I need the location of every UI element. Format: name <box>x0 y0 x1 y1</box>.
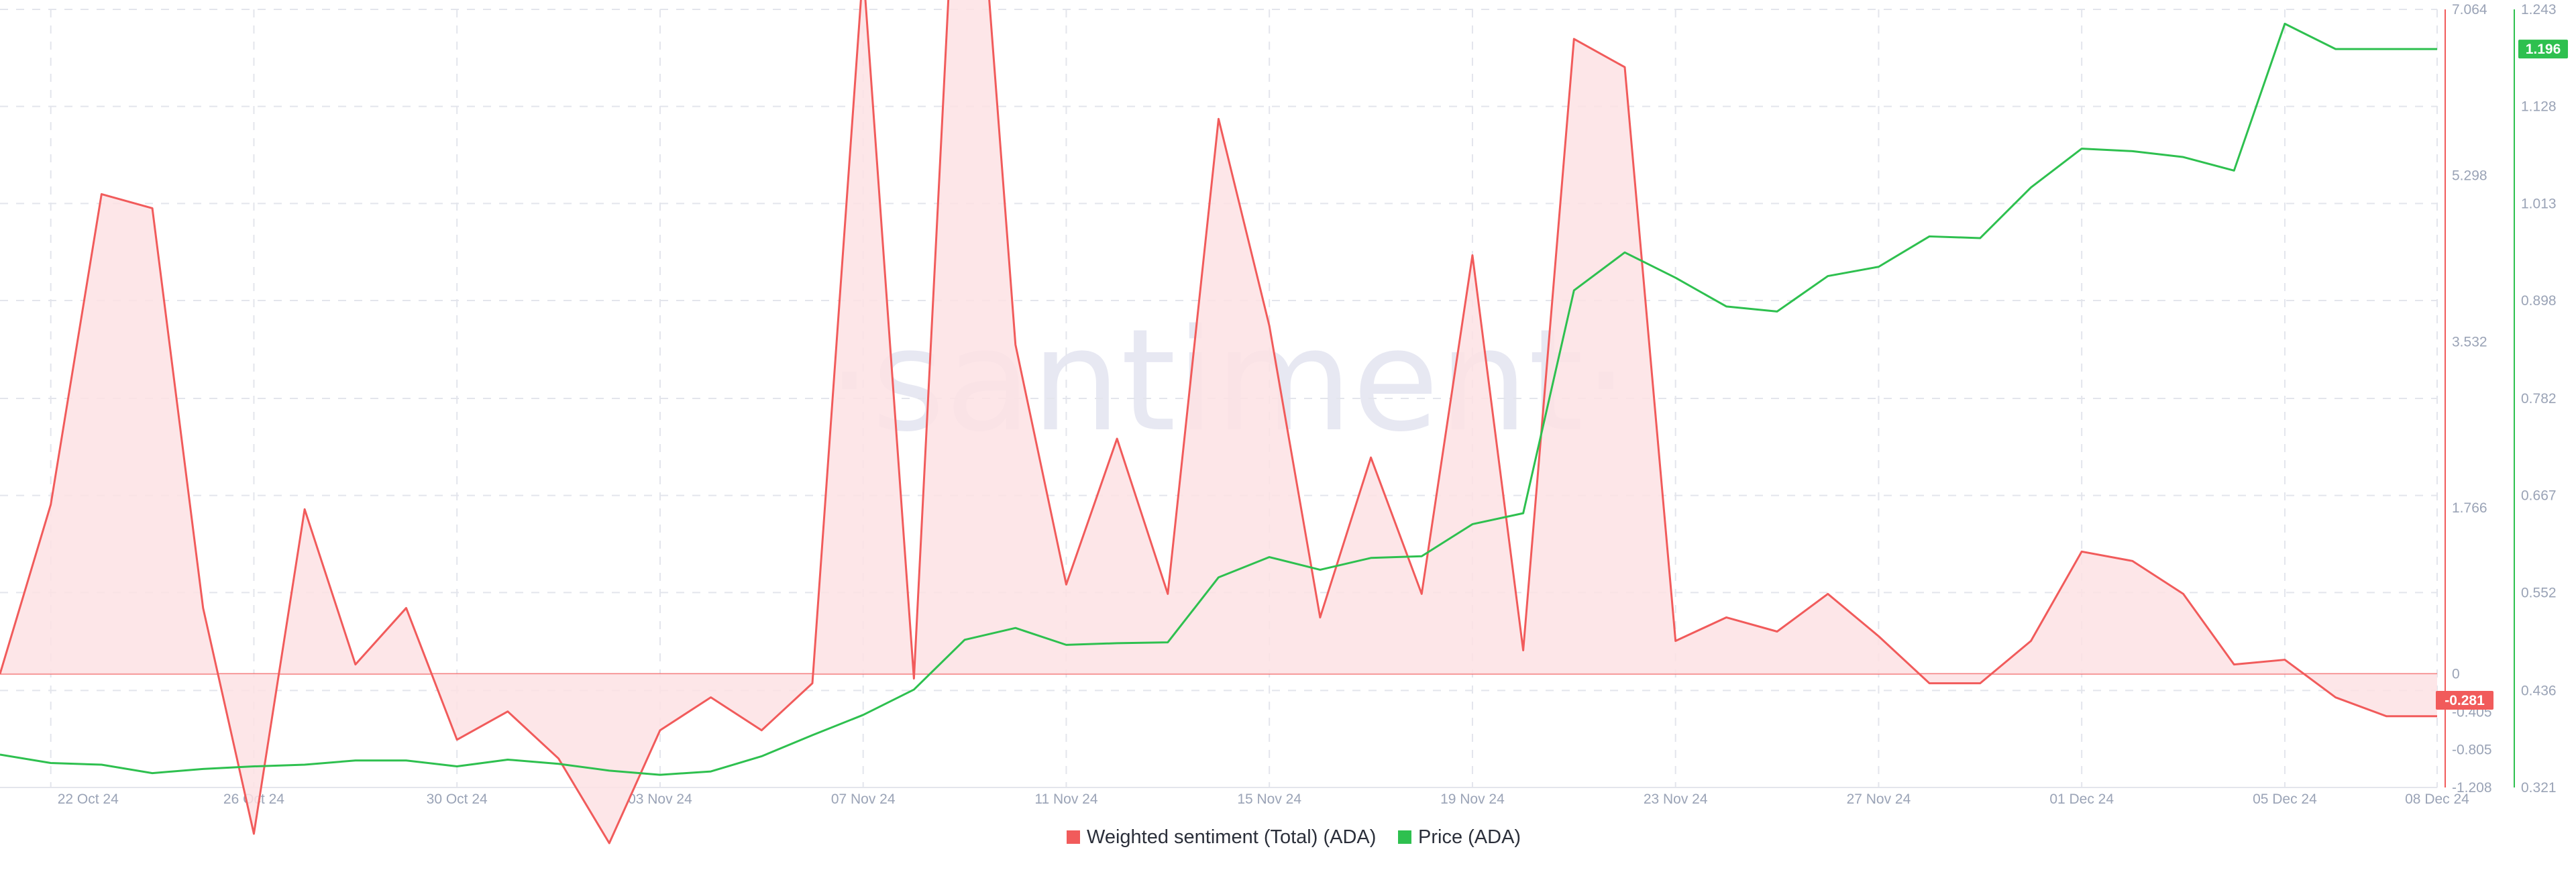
y-right-tick-label: 0.782 <box>2521 391 2557 406</box>
y-right-tick-label: 0.552 <box>2521 585 2557 600</box>
sentiment-last-value-badge-text: -0.281 <box>2445 693 2485 708</box>
x-tick-label: 22 Oct 24 <box>58 792 119 807</box>
y-left-tick-label: 0 <box>2452 667 2460 682</box>
x-tick-label: 30 Oct 24 <box>427 792 488 807</box>
y-right-tick-label: 0.667 <box>2521 488 2557 504</box>
price-line[interactable] <box>0 22 2437 776</box>
y-left-tick-label: 5.298 <box>2452 168 2487 184</box>
sentiment-last-value-badge-bg <box>2436 691 2493 710</box>
legend-item-price[interactable]: Price (ADA) <box>1398 826 1521 848</box>
y-right-tick-label: 1.128 <box>2521 99 2557 115</box>
x-tick-label: 23 Nov 24 <box>1644 792 1708 807</box>
x-tick-label: 15 Nov 24 <box>1237 792 1301 807</box>
y-right-tick-label: 1.013 <box>2521 196 2557 211</box>
x-tick-label: 08 Dec 24 <box>2405 792 2469 807</box>
legend-label-price: Price (ADA) <box>1418 826 1521 848</box>
sentiment-area <box>0 0 2437 844</box>
x-tick-label: 03 Nov 24 <box>628 792 692 807</box>
y-left-tick-label: 1.766 <box>2452 500 2487 516</box>
x-tick-label: 27 Nov 24 <box>1847 792 1911 807</box>
plot-area <box>0 0 2437 844</box>
y-right-tick-label: 0.436 <box>2521 683 2557 698</box>
y-right-tick-label: 0.898 <box>2521 293 2557 309</box>
x-tick-label: 01 Dec 24 <box>2049 792 2114 807</box>
legend-label-sentiment: Weighted sentiment (Total) (ADA) <box>1087 826 1376 848</box>
price-last-value-badge-text: 1.196 <box>2526 42 2561 57</box>
y-right-tick-label: 1.243 <box>2521 2 2557 17</box>
sentiment-line[interactable] <box>0 0 2437 844</box>
legend: Weighted sentiment (Total) (ADA) Price (… <box>1067 826 1521 848</box>
y-left-tick-label: -1.208 <box>2452 780 2492 796</box>
x-tick-label: 11 Nov 24 <box>1034 792 1097 807</box>
y-left-tick-label: -0.805 <box>2452 742 2492 757</box>
y-right-tick-label: 0.321 <box>2521 780 2557 796</box>
legend-swatch-sentiment <box>1067 830 1080 844</box>
y-left-tick-label: 7.064 <box>2452 2 2487 17</box>
x-tick-label: 05 Dec 24 <box>2253 792 2317 807</box>
legend-swatch-price <box>1398 830 1411 844</box>
value-badges: -0.281 1.196 <box>2436 40 2568 710</box>
x-tick-label: 19 Nov 24 <box>1440 792 1505 807</box>
x-tick-label: 07 Nov 24 <box>831 792 896 807</box>
price-last-value-badge: 1.196 <box>2518 40 2568 59</box>
legend-item-sentiment[interactable]: Weighted sentiment (Total) (ADA) <box>1067 826 1376 848</box>
price-last-value-badge-bg <box>2518 40 2568 59</box>
y-left-tick-label: 3.532 <box>2452 334 2487 349</box>
sentiment-last-value-badge: -0.281 <box>2436 691 2493 710</box>
